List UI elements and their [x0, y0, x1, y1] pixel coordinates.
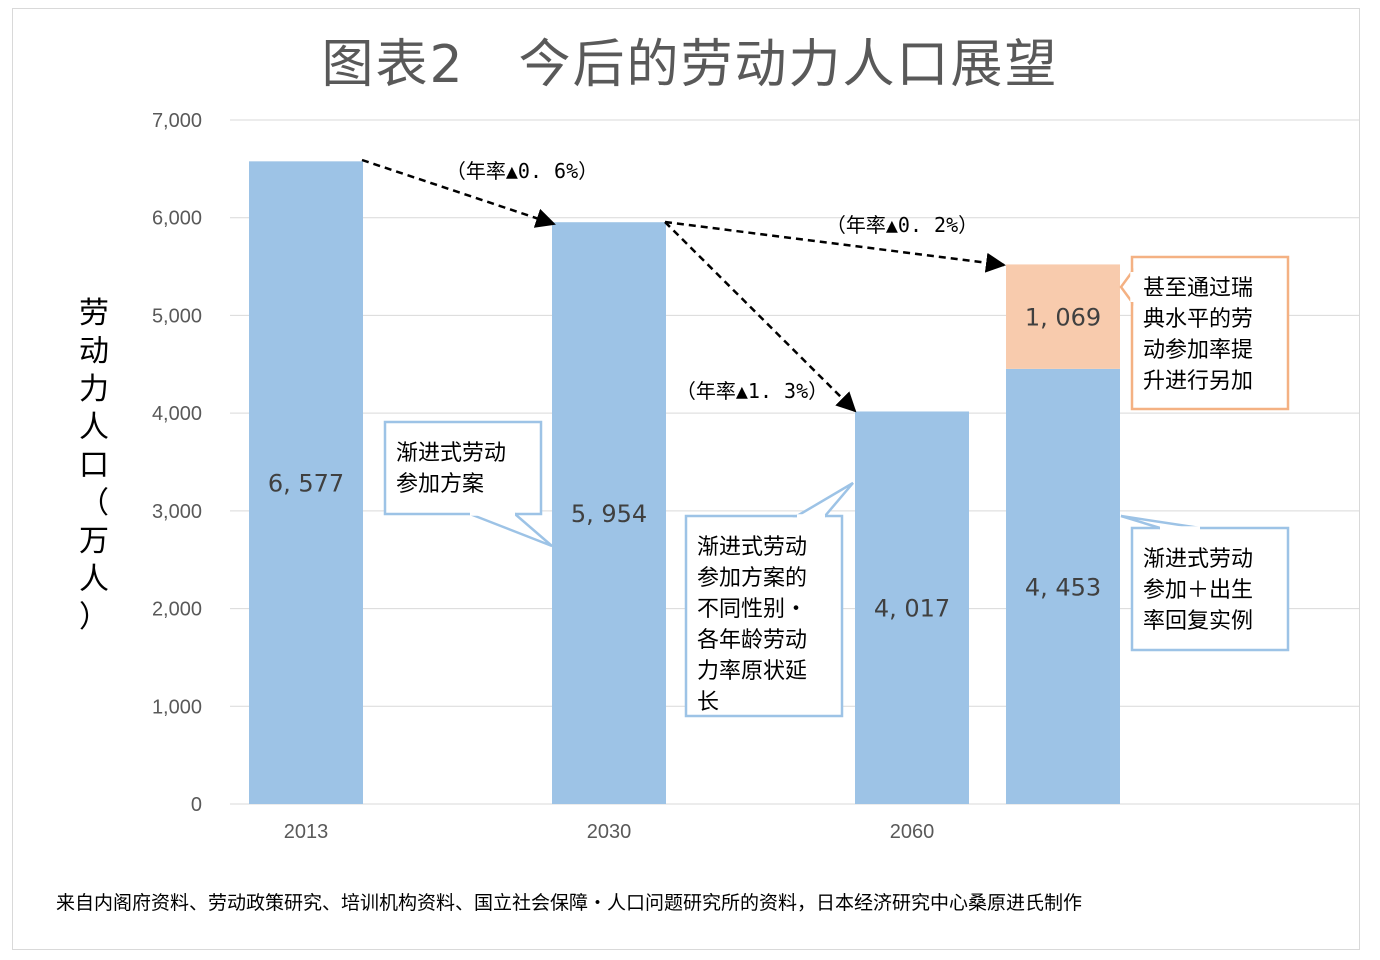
callout-text: 典水平的劳	[1143, 307, 1253, 332]
callout-text: 渐进式劳动	[1143, 547, 1253, 572]
trend-arrow	[361, 158, 556, 228]
y-tick-label: 4,000	[152, 403, 202, 425]
y-tick-label: 5,000	[152, 305, 202, 327]
y-axis-label: 劳动力人口（万人）	[74, 295, 114, 637]
y-axis-label-char: 动	[79, 334, 109, 369]
callout-text: 各年龄劳动	[697, 628, 807, 653]
callout-pointer	[1120, 514, 1201, 530]
y-tick-label: 7,000	[152, 110, 202, 132]
y-axis-label-char: 劳	[79, 296, 109, 331]
callout-text: 参加＋出生	[1143, 578, 1253, 603]
data-label: 1, 069	[1025, 304, 1101, 332]
callout-text: 动参加率提	[1143, 338, 1253, 363]
callout-text: 长	[697, 690, 719, 715]
y-axis-label-char: ）	[79, 600, 109, 635]
bar	[249, 161, 363, 805]
y-tick-label: 3,000	[152, 501, 202, 523]
x-tick-label: 2013	[284, 821, 329, 843]
rate-annotation: （年率▲0. 6%）	[446, 159, 598, 183]
callout-box	[383, 420, 543, 516]
data-label: 6, 577	[268, 470, 344, 498]
y-tick-label: 0	[191, 794, 202, 816]
callout-text: 升进行另加	[1143, 369, 1253, 394]
chart-frame	[12, 8, 1360, 950]
callout-text: 甚至通过瑞	[1143, 276, 1253, 301]
chart-title: 图表2 今后的劳动力人口展望	[321, 35, 1059, 95]
y-axis-label-char: 人	[79, 410, 109, 445]
y-axis-label-char: 力	[79, 372, 109, 407]
source-note: 来自内阁府资料、劳动政策研究、培训机构资料、国立社会保障・人口问题研究所的资料，…	[56, 892, 1083, 914]
trend-arrow	[664, 221, 857, 413]
y-tick-label: 6,000	[152, 208, 202, 230]
y-axis-label-char: （	[79, 486, 109, 521]
callout-text: 率回复实例	[1143, 609, 1253, 634]
callout-text: 参加方案的	[697, 566, 807, 591]
bar	[552, 222, 666, 805]
callout-text: 参加方案	[396, 472, 484, 497]
rate-annotation: （年率▲0. 2%）	[826, 213, 978, 237]
bar	[855, 411, 969, 804]
callout-text: 渐进式劳动	[396, 441, 506, 466]
bar-stack-extra	[1006, 264, 1120, 369]
y-axis-label-char: 口	[79, 448, 109, 483]
callout-text: 不同性别・	[697, 597, 807, 622]
callout-box	[1130, 255, 1290, 411]
callout-box	[684, 514, 844, 718]
data-label: 4, 453	[1025, 573, 1101, 601]
callout-text: 渐进式劳动	[697, 535, 807, 560]
x-tick-label: 2030	[587, 821, 632, 843]
callout-text: 力率原状延	[697, 659, 807, 684]
bar	[1006, 368, 1120, 804]
callout-box	[1130, 526, 1290, 652]
trend-arrow	[664, 220, 1006, 273]
data-label: 4, 017	[874, 595, 950, 623]
y-tick-label: 2,000	[152, 599, 202, 621]
rate-annotation: （年率▲1. 3%）	[676, 379, 828, 403]
y-tick-label: 1,000	[152, 696, 202, 718]
y-axis-label-char: 万	[79, 524, 109, 559]
data-label: 5, 954	[571, 500, 647, 528]
x-tick-label: 2060	[890, 821, 935, 843]
callout-pointer	[469, 512, 553, 548]
y-axis-label-char: 人	[79, 562, 109, 597]
